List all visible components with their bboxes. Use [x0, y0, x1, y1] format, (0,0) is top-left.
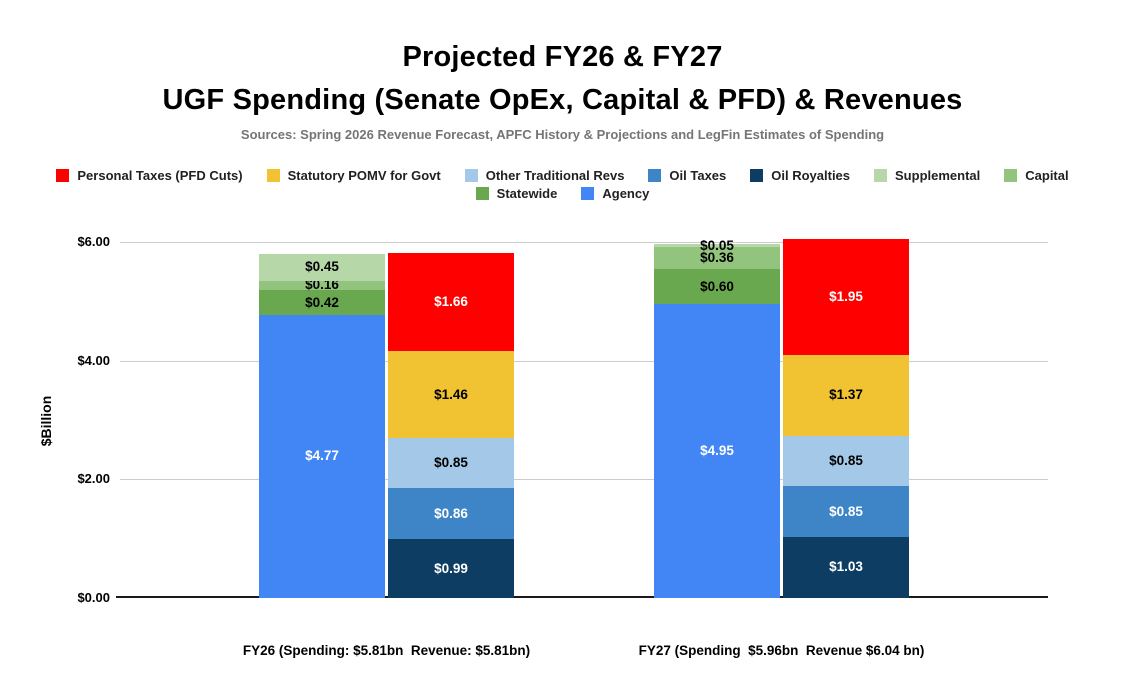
chart-title: Projected FY26 & FY27 UGF Spending (Sena… [0, 36, 1125, 122]
y-axis-tick: $0.00 [77, 590, 110, 605]
bar-segment-value: $1.37 [829, 387, 863, 403]
bar-segment[interactable]: $0.42 [259, 290, 385, 315]
bar-segment[interactable]: $1.66 [388, 252, 514, 352]
bar-segment-value: $0.99 [434, 560, 468, 576]
legend-swatch-icon [1004, 169, 1018, 182]
chart-title-line2: UGF Spending (Senate OpEx, Capital & PFD… [162, 84, 963, 116]
legend-label: Statutory POMV for Govt [287, 168, 441, 183]
bar-segment-value: $0.85 [434, 455, 468, 471]
bar-segment-value: $0.05 [700, 237, 734, 253]
legend-label: Supplemental [895, 168, 981, 183]
legend-swatch-icon [475, 187, 489, 200]
bar-segment-value: $0.45 [305, 259, 339, 275]
legend-label: Agency [602, 186, 650, 201]
legend-swatch-icon [750, 169, 764, 182]
bar-segment-value: $1.03 [829, 559, 863, 575]
bar-segment-value: $0.36 [700, 250, 734, 266]
stacked-bar-fy27-revenue: $1.03 $0.85 $0.85 $1.37 $1.95 [783, 239, 909, 598]
legend-label: Oil Royalties [771, 168, 851, 183]
bar-segment[interactable]: $0.99 [388, 539, 514, 598]
bar-segment-value: $0.16 [305, 277, 339, 293]
chart-subtitle: Sources: Spring 2026 Revenue Forecast, A… [240, 127, 885, 142]
legend-item[interactable]: Agency [581, 186, 649, 201]
x-axis-group-label-fy26: FY26 (Spending: $5.81bn Revenue: $5.81bn… [242, 643, 531, 658]
y-axis-tick: $4.00 [77, 352, 110, 368]
bar-segment-value: $0.60 [700, 278, 734, 294]
legend-swatch-icon [581, 187, 595, 200]
legend-item[interactable]: Supplemental [874, 168, 980, 183]
bar-segment[interactable]: $1.46 [388, 351, 514, 438]
stacked-bar-fy26-spending: $4.77 $0.42 $0.16 $0.45 [259, 242, 385, 598]
legend: Personal Taxes (PFD Cuts) Statutory POMV … [0, 168, 1125, 201]
legend-swatch-icon [266, 169, 280, 182]
y-axis-tick: $6.00 [77, 234, 110, 249]
bar-segment[interactable]: $1.03 [783, 536, 909, 598]
bar-segment[interactable]: $0.85 [783, 436, 909, 487]
bar-segment[interactable]: $4.95 [654, 304, 780, 598]
legend-swatch-icon [464, 169, 478, 182]
bar-segment-value: $4.77 [305, 448, 339, 464]
legend-label: Oil Taxes [669, 168, 727, 183]
legend-item[interactable]: Personal Taxes (PFD Cuts) [56, 168, 243, 183]
legend-item[interactable]: Other Traditional Revs [464, 168, 625, 183]
gridline [120, 360, 1048, 362]
bar-segment[interactable]: $1.37 [783, 354, 909, 437]
bar-segment-value: $0.86 [434, 505, 468, 521]
bar-segment-value: $1.46 [434, 386, 468, 402]
bar-segment-value: $4.95 [700, 443, 734, 459]
legend-item[interactable]: Oil Taxes [648, 168, 726, 183]
bar-segment[interactable]: $0.05 [654, 238, 780, 252]
legend-item[interactable]: Capital [1004, 168, 1069, 183]
legend-label: Statewide [496, 186, 558, 201]
legend-row: Statewide Agency [475, 186, 649, 201]
bar-segment[interactable]: $0.45 [259, 253, 385, 281]
bar-segment[interactable]: $0.36 [654, 247, 780, 269]
legend-item[interactable]: Statewide [475, 186, 558, 201]
legend-row: Personal Taxes (PFD Cuts) Statutory POMV … [56, 168, 1069, 183]
chart-title-line1: Projected FY26 & FY27 [402, 41, 723, 73]
legend-label: Personal Taxes (PFD Cuts) [77, 168, 243, 183]
legend-swatch-icon [56, 169, 70, 182]
legend-item[interactable]: Statutory POMV for Govt [266, 168, 441, 183]
gridline [120, 479, 1048, 481]
stacked-bar-fy27-spending: $4.95 $0.60 $0.36 $0.05 [654, 238, 780, 598]
legend-item[interactable]: Oil Royalties [750, 168, 850, 183]
x-axis-group-label-fy27: FY27 (Spending $5.96bn Revenue $6.04 bn) [638, 643, 925, 658]
plot-area: $4.77 $0.42 $0.16 $0.45 $0.99 $0.86 $0.85 $1.46… [116, 238, 1048, 598]
bar-segment[interactable]: $0.16 [259, 277, 385, 293]
bar-segment-value: $1.66 [434, 293, 468, 309]
bar-segment[interactable]: $0.86 [388, 488, 514, 540]
gridline [120, 242, 1048, 243]
bar-segment-value: $1.95 [829, 288, 863, 304]
bar-segment[interactable]: $0.60 [654, 268, 780, 305]
legend-swatch-icon [874, 169, 888, 182]
legend-label: Other Traditional Revs [485, 168, 625, 183]
bar-segment-value: $0.85 [829, 453, 863, 469]
bar-segment[interactable]: $0.85 [388, 437, 514, 489]
x-axis-baseline [116, 596, 1048, 598]
bar-segment-value: $0.85 [829, 503, 863, 519]
legend-swatch-icon [648, 169, 662, 182]
bar-segment[interactable]: $4.77 [259, 314, 385, 598]
y-axis-tick: $2.00 [77, 471, 110, 487]
stacked-bar-fy26-revenue: $0.99 $0.86 $0.85 $1.46 $1.66 [388, 242, 514, 598]
legend-label: Capital [1025, 168, 1069, 183]
bar-segment[interactable]: $1.95 [783, 239, 909, 355]
bar-segment[interactable]: $0.85 [783, 486, 909, 537]
bar-segment-value: $0.42 [305, 294, 339, 310]
